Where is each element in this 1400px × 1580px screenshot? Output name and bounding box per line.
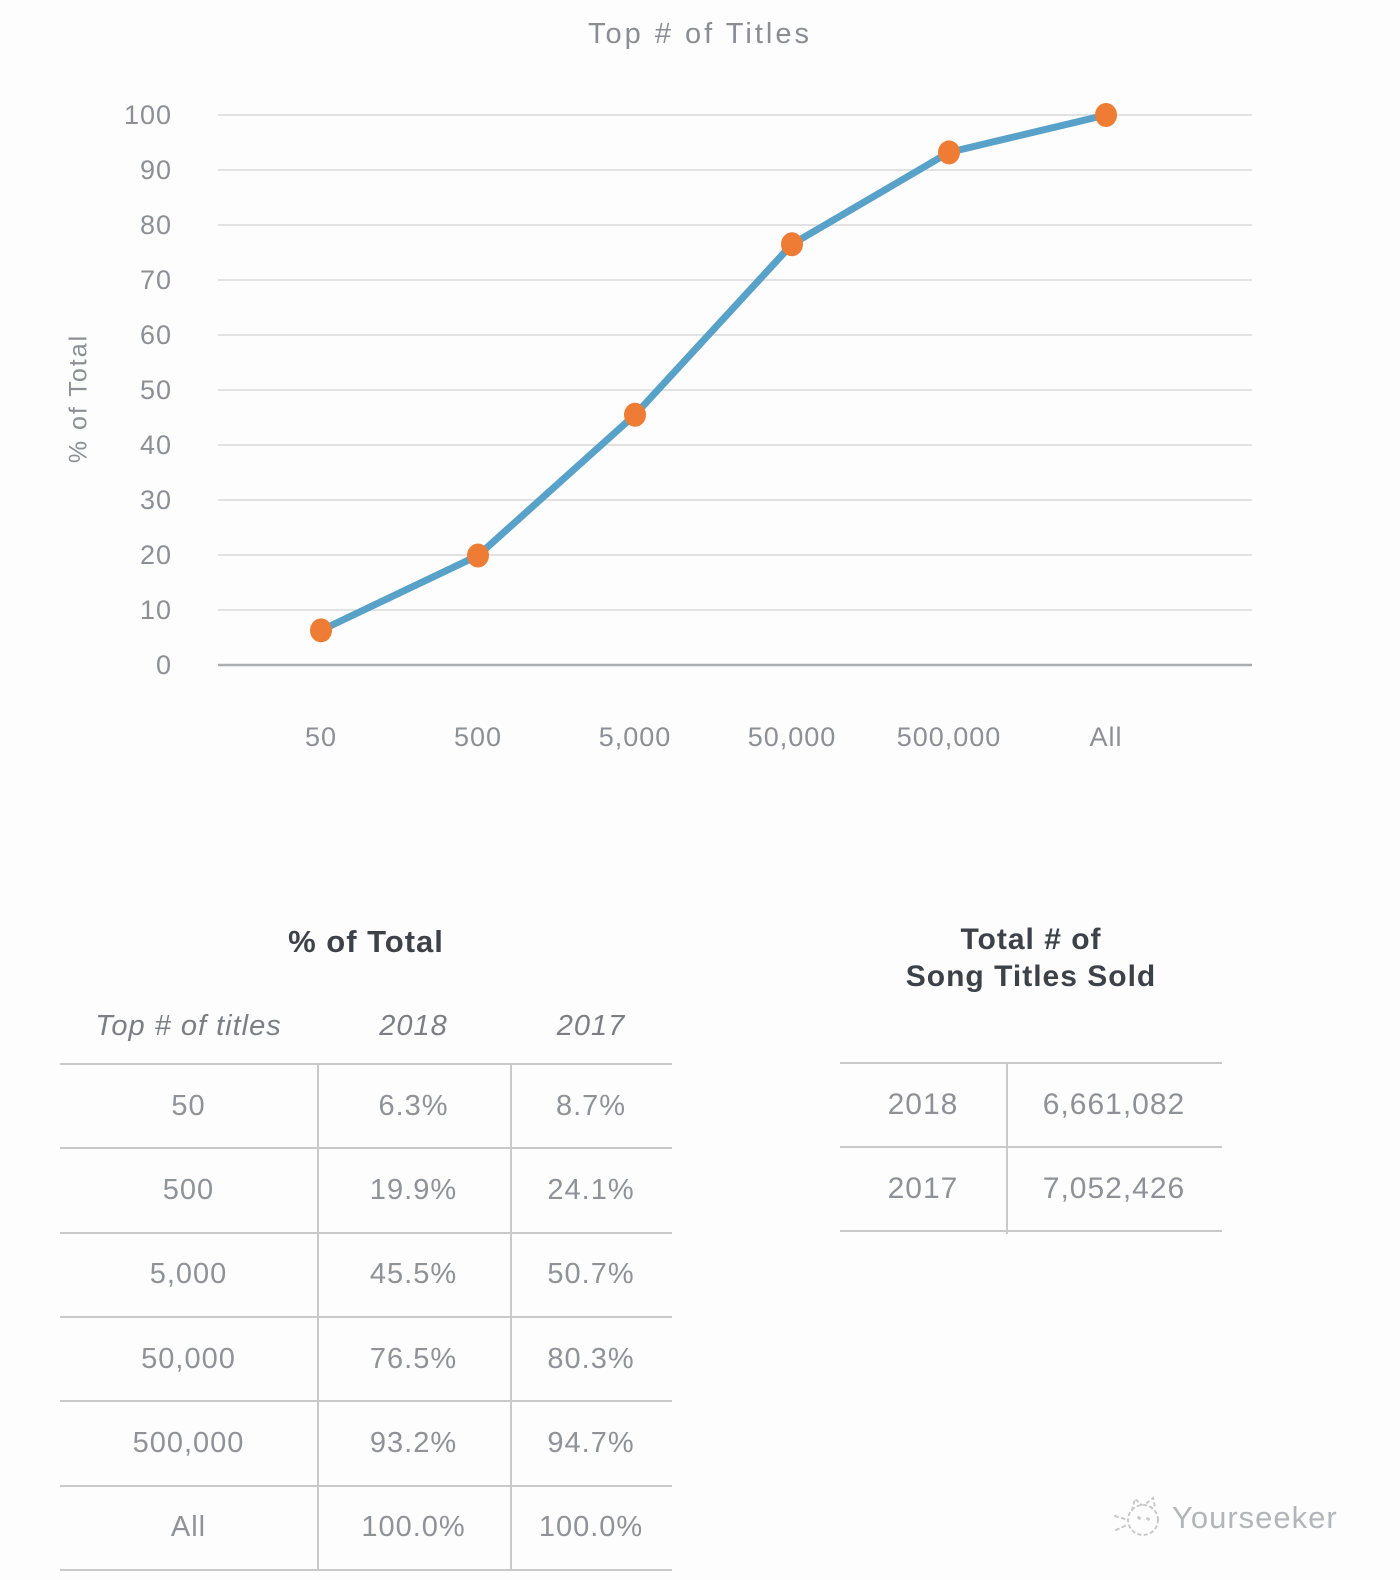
table-row: 500,000 93.2% 94.7% <box>60 1400 672 1484</box>
table-cell: 45.5% <box>369 1258 458 1291</box>
data-point <box>938 140 960 165</box>
x-tick-label: 500,000 <box>897 722 1002 752</box>
table-row: 2017 7,052,426 <box>840 1146 1222 1230</box>
watermark-label: Yourseeker <box>1172 1500 1338 1535</box>
x-tick-label: 500 <box>454 722 502 752</box>
table-cell: 24.1% <box>547 1173 635 1206</box>
table-row: 50 6.3% 8.7% <box>60 1063 672 1147</box>
line-chart: 0 10 20 30 40 50 60 70 80 90 100 50 500 5,000 50,000 50… <box>124 100 1252 752</box>
table-cell: 7,052,426 <box>1042 1172 1186 1205</box>
pct-table-header-row: Top # of titles 2018 2017 <box>60 1006 672 1046</box>
pct-table-header-titles: Top # of titles <box>95 1010 282 1042</box>
table-cell: 50,000 <box>141 1342 236 1375</box>
pct-table-title: % of Total <box>288 924 444 959</box>
table-cell: 50 <box>171 1089 206 1122</box>
table-cell: 80.3% <box>547 1342 635 1375</box>
y-tick-label: 0 <box>156 650 172 680</box>
table-cell: 8.7% <box>555 1089 627 1122</box>
y-tick-label: 100 <box>124 100 172 130</box>
table-cell: 100.0% <box>538 1511 644 1544</box>
y-tick-label: 70 <box>140 265 172 295</box>
cat-doodle-icon <box>1114 1496 1159 1536</box>
data-point <box>467 543 489 568</box>
table-cell: 500 <box>162 1173 215 1206</box>
table-cell: 6,661,082 <box>1042 1088 1186 1121</box>
table-cell: 19.9% <box>369 1173 458 1206</box>
data-point <box>624 402 646 427</box>
y-tick-label: 10 <box>140 595 172 625</box>
data-point <box>781 232 803 257</box>
totals-table-title: Total # of Song Titles Sold <box>840 921 1222 995</box>
pct-table: 50 6.3% 8.7% 500 19.9% 24.1% 5,000 45.5%… <box>60 1063 672 1571</box>
x-tick-label: 50 <box>305 722 337 752</box>
data-point <box>1095 103 1117 127</box>
table-row: 50,000 76.5% 80.3% <box>60 1315 672 1400</box>
x-tick-label: All <box>1089 722 1122 752</box>
table-cell: 50.7% <box>547 1258 635 1291</box>
table-cell: 5,000 <box>149 1258 228 1291</box>
table-column-divider <box>1006 1062 1008 1234</box>
table-cell: 500,000 <box>132 1426 245 1459</box>
y-tick-label: 80 <box>140 210 172 240</box>
y-tick-label: 30 <box>140 485 172 515</box>
pct-table-header-2018: 2018 <box>379 1010 448 1042</box>
data-point <box>310 618 332 643</box>
table-cell: 94.7% <box>547 1426 635 1459</box>
table-row: 500 19.9% 24.1% <box>60 1147 672 1231</box>
x-tick-label: 5,000 <box>599 722 672 752</box>
table-column-divider <box>317 1063 319 1571</box>
pct-table-header-2017: 2017 <box>556 1010 626 1042</box>
table-row: 5,000 45.5% 50.7% <box>60 1231 672 1316</box>
table-cell: 6.3% <box>378 1089 449 1122</box>
table-cell: 2017 <box>887 1172 959 1205</box>
table-cell: 93.2% <box>369 1426 458 1459</box>
table-row: 2018 6,661,082 <box>840 1062 1222 1146</box>
table-cell: All <box>170 1511 207 1544</box>
table-column-divider <box>510 1063 512 1571</box>
table-row: All 100.0% 100.0% <box>60 1484 672 1569</box>
chart-line <box>317 111 1110 634</box>
table-cell: 2018 <box>887 1088 959 1121</box>
table-cell: 100.0% <box>361 1511 466 1544</box>
chart-title: Top # of Titles <box>588 18 812 50</box>
totals-table: 2018 6,661,082 2017 7,052,426 <box>840 1062 1222 1232</box>
totals-table-title-line2: Song Titles Sold <box>905 960 1157 993</box>
y-tick-label: 50 <box>140 375 172 405</box>
totals-table-title-line1: Total # of <box>960 923 1102 956</box>
y-axis-title: % of Total <box>64 333 93 464</box>
y-tick-label: 40 <box>140 430 172 460</box>
y-tick-label: 60 <box>140 320 172 350</box>
y-tick-label: 90 <box>140 155 172 185</box>
x-tick-label: 50,000 <box>748 722 837 752</box>
y-tick-label: 20 <box>140 540 172 570</box>
table-cell: 76.5% <box>369 1342 458 1375</box>
